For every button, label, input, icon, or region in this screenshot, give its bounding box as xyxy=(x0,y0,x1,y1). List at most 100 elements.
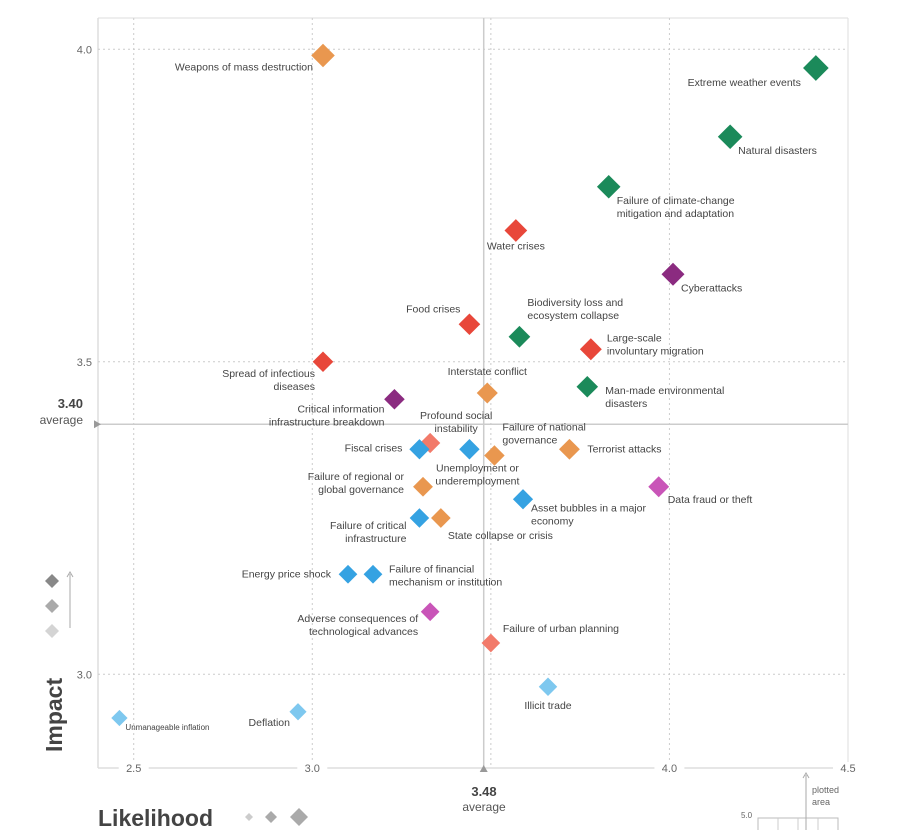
data-point: Interstate conflict xyxy=(448,366,527,404)
inset-label-line: plotted xyxy=(812,785,839,795)
point-label-line: Data fraud or theft xyxy=(668,494,753,506)
point-label-line: Illicit trade xyxy=(524,700,571,712)
x-tick-label: 4.5 xyxy=(840,763,855,775)
x-average-value: 3.48 xyxy=(471,784,496,799)
point-marker xyxy=(803,55,829,81)
point-label: Extreme weather events xyxy=(688,77,801,89)
data-point: Extreme weather events xyxy=(688,55,829,89)
point-marker xyxy=(576,375,599,398)
point-label-line: Man-made environmental xyxy=(605,385,724,397)
point-label-line: Failure of regional or xyxy=(308,471,405,483)
y-average-marker xyxy=(94,420,101,429)
point-label-line: global governance xyxy=(318,484,404,496)
data-point: Adverse consequences of technological adv… xyxy=(297,602,440,638)
point-marker xyxy=(512,489,534,510)
y-tick-label: 4.0 xyxy=(77,44,92,56)
point-label-line: Unemployment or xyxy=(436,462,519,474)
point-label: Failure of critical infrastructure xyxy=(330,520,407,545)
point-label-line: diseases xyxy=(274,381,315,393)
point-label: Large-scale involuntary migration xyxy=(607,332,704,357)
point-label-line: Terrorist attacks xyxy=(587,443,661,455)
point-label: Deflation xyxy=(249,717,291,729)
x-average-marker xyxy=(479,765,488,772)
point-marker xyxy=(508,325,531,348)
point-label: Energy price shock xyxy=(242,568,332,580)
data-point: Failure of regional or global governance xyxy=(308,471,433,497)
point-label-line: Fiscal crises xyxy=(345,442,403,454)
point-label-line: Asset bubbles in a major xyxy=(531,502,646,514)
point-label: Adverse consequences of technological adv… xyxy=(297,613,418,638)
point-marker xyxy=(596,174,621,199)
data-point: Terrorist attacks xyxy=(558,438,662,460)
point-label-line: Failure of financial xyxy=(389,563,474,575)
point-label-line: involuntary migration xyxy=(607,345,704,357)
point-marker xyxy=(459,439,480,460)
point-marker xyxy=(311,43,335,68)
point-label-line: Profound social xyxy=(420,410,492,422)
point-label-line: Energy price shock xyxy=(242,568,332,580)
inset-label-line: area xyxy=(812,797,830,807)
point-label-line: Cyberattacks xyxy=(681,282,742,294)
y-tick-label: 3.5 xyxy=(77,357,92,369)
point-marker xyxy=(363,564,383,584)
data-point: Unmanageable inflation xyxy=(111,709,209,732)
x-tick-bg xyxy=(654,762,685,774)
data-point: Food crises xyxy=(406,303,481,336)
point-label-line: Interstate conflict xyxy=(448,366,527,378)
data-point: Natural disasters xyxy=(717,124,817,157)
point-marker xyxy=(476,382,498,404)
point-label-line: Water crises xyxy=(487,241,545,253)
point-label-line: Unmanageable inflation xyxy=(125,723,209,732)
point-label: Failure of urban planning xyxy=(503,623,619,635)
points: Weapons of mass destruction Extreme weath… xyxy=(111,43,829,732)
point-label: Weapons of mass destruction xyxy=(175,62,313,74)
point-label: Man-made environmental disasters xyxy=(605,385,724,410)
point-label-line: Natural disasters xyxy=(738,145,817,157)
point-label: Cyberattacks xyxy=(681,282,742,294)
inset-label: plotted area xyxy=(812,785,839,807)
point-marker xyxy=(431,508,451,528)
point-label: Terrorist attacks xyxy=(587,443,661,455)
y-average-label: average xyxy=(40,413,84,427)
inset-arrowhead xyxy=(802,772,810,779)
point-marker xyxy=(413,476,433,497)
data-point: Fiscal crises xyxy=(345,439,430,460)
point-label-line: Critical information xyxy=(297,403,384,415)
point-label-line: mechanism or institution xyxy=(389,576,502,588)
point-label: Water crises xyxy=(487,241,545,253)
point-label-line: Failure of critical xyxy=(330,520,406,532)
data-point: Deflation xyxy=(249,703,307,729)
point-label: Asset bubbles in a major economy xyxy=(531,502,646,527)
data-point: Illicit trade xyxy=(524,677,572,712)
likelihood-legend-diamond xyxy=(245,813,253,821)
point-marker xyxy=(289,703,307,721)
point-marker xyxy=(504,219,528,242)
point-marker xyxy=(579,338,602,361)
point-marker xyxy=(717,124,743,150)
data-point: Profound social instability xyxy=(420,410,492,454)
data-point: Failure of national governance xyxy=(484,422,586,466)
point-label-line: Adverse consequences of xyxy=(297,613,418,625)
inset-tick: 5.0 xyxy=(741,811,753,820)
point-label-line: mitigation and adaptation xyxy=(617,208,734,220)
point-marker xyxy=(661,262,685,286)
point-marker xyxy=(558,438,580,460)
point-label-line: infrastructure breakdown xyxy=(269,416,385,428)
data-point: Man-made environmental disasters xyxy=(576,375,724,410)
axes: Likelihood Impact 3.48 average 3.40 aver… xyxy=(40,44,863,830)
likelihood-legend-diamond xyxy=(290,808,308,826)
impact-legend-diamond xyxy=(45,624,59,638)
point-label-line: Failure of climate-change xyxy=(617,195,735,207)
y-axis-title: Impact xyxy=(41,678,67,752)
data-point: Unemployment or underemployment xyxy=(435,439,520,487)
data-point: Asset bubbles in a major economy xyxy=(512,489,646,527)
point-label: Unmanageable inflation xyxy=(125,723,209,732)
x-tick-bg xyxy=(833,762,863,774)
grid xyxy=(97,17,849,769)
data-point: Cyberattacks xyxy=(661,262,742,294)
point-marker xyxy=(384,388,405,410)
point-label: Failure of regional or global governance xyxy=(308,471,405,496)
data-point: Critical information infrastructure break… xyxy=(269,388,405,428)
point-label: Food crises xyxy=(406,303,460,315)
point-label: Natural disasters xyxy=(738,145,817,157)
